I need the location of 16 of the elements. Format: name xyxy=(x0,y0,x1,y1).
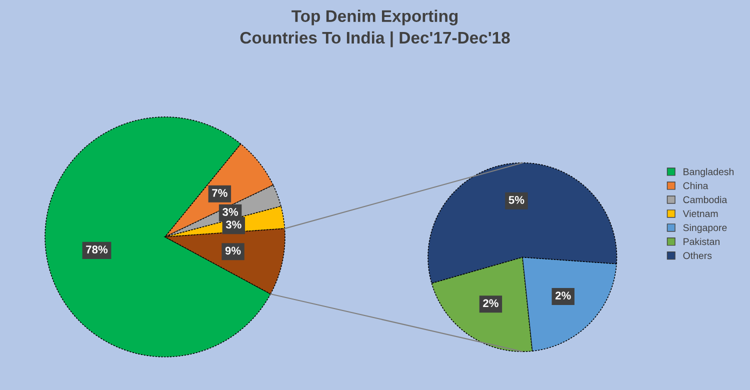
data-label: 2% xyxy=(483,299,498,308)
data-label: 5% xyxy=(508,196,524,204)
data-label: 9% xyxy=(225,246,241,255)
legend-label: Others xyxy=(683,252,712,260)
data-label: 78% xyxy=(86,246,108,254)
legend-label: Pakistan xyxy=(684,238,720,246)
data-label: 3% xyxy=(226,220,242,229)
chart-title: Top Denim Exporting Countries To India | Dec'17-Dec'18 xyxy=(240,10,510,48)
legend-label: Singapore xyxy=(683,224,727,234)
legend-label: Cambodia xyxy=(683,196,728,204)
data-label: 2% xyxy=(555,292,571,300)
legend-label: China xyxy=(683,182,708,190)
legend-label: Vietnam xyxy=(682,210,718,218)
legend-label: Bangladesh xyxy=(684,168,734,178)
data-label: 7% xyxy=(212,189,228,197)
data-label: 3% xyxy=(222,208,238,216)
